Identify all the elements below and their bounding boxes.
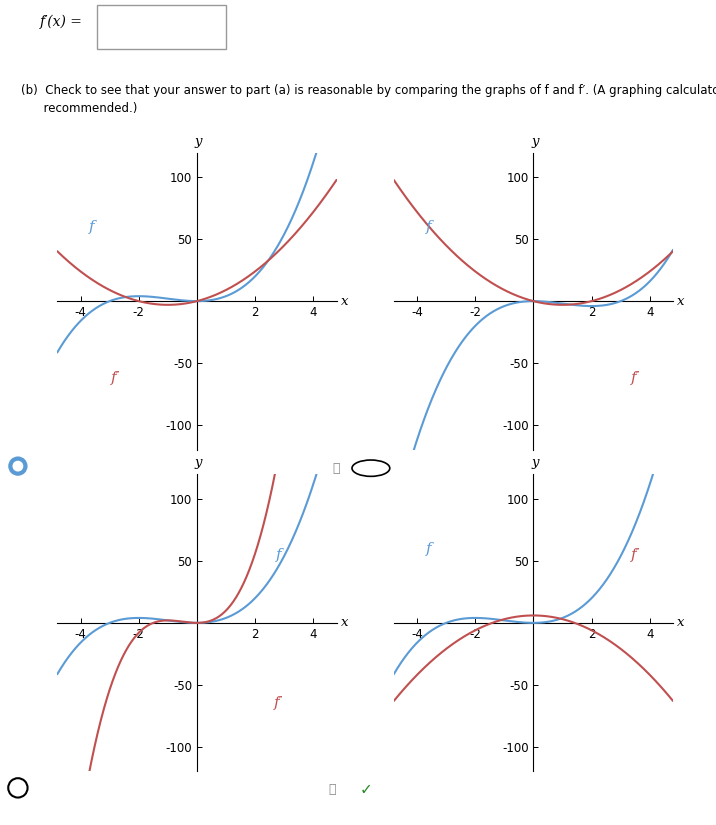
FancyBboxPatch shape [97,6,226,49]
Text: f′: f′ [631,371,640,384]
Text: ⓘ: ⓘ [333,462,340,474]
Text: f′: f′ [111,371,120,384]
Text: x: x [677,616,685,629]
Text: f′: f′ [274,696,283,710]
Text: f: f [276,548,281,562]
Text: f: f [426,220,432,233]
Text: y: y [531,456,538,469]
Text: x: x [341,295,349,308]
Text: x: x [341,616,349,629]
Text: f: f [426,542,432,555]
Text: f′(x) =: f′(x) = [39,15,82,29]
Text: y: y [195,134,202,148]
Text: ⓘ: ⓘ [329,784,336,796]
Text: f′: f′ [631,548,640,562]
Circle shape [9,456,27,476]
Text: (b)  Check to see that your answer to part (a) is reasonable by comparing the gr: (b) Check to see that your answer to par… [21,83,716,115]
Text: ✓: ✓ [360,782,373,798]
Text: x: x [677,295,685,308]
Circle shape [12,460,24,472]
Text: f: f [90,220,95,233]
Text: y: y [531,134,538,148]
Text: y: y [195,456,202,469]
